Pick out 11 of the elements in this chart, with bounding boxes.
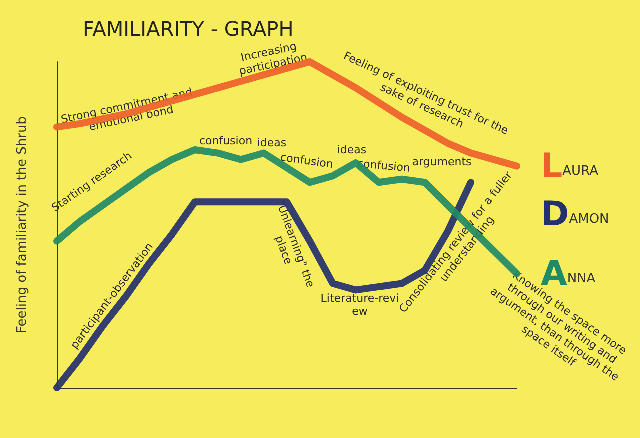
annotation: confusion — [199, 134, 253, 148]
annotation: ideas — [337, 144, 367, 156]
y-axis-title: Feeling of familiarity in the Shrub — [15, 116, 30, 334]
annotation: confusion — [357, 157, 412, 175]
chart-title: FAMILIARITY - GRAPH — [83, 17, 294, 41]
annotation: ideas — [257, 136, 287, 150]
annotation: arguments — [412, 156, 472, 168]
text: DAMON — [541, 194, 610, 234]
annotation: Literature-review — [320, 292, 400, 318]
annotation: confusion — [280, 150, 334, 172]
series-label: LAURA — [541, 146, 599, 186]
